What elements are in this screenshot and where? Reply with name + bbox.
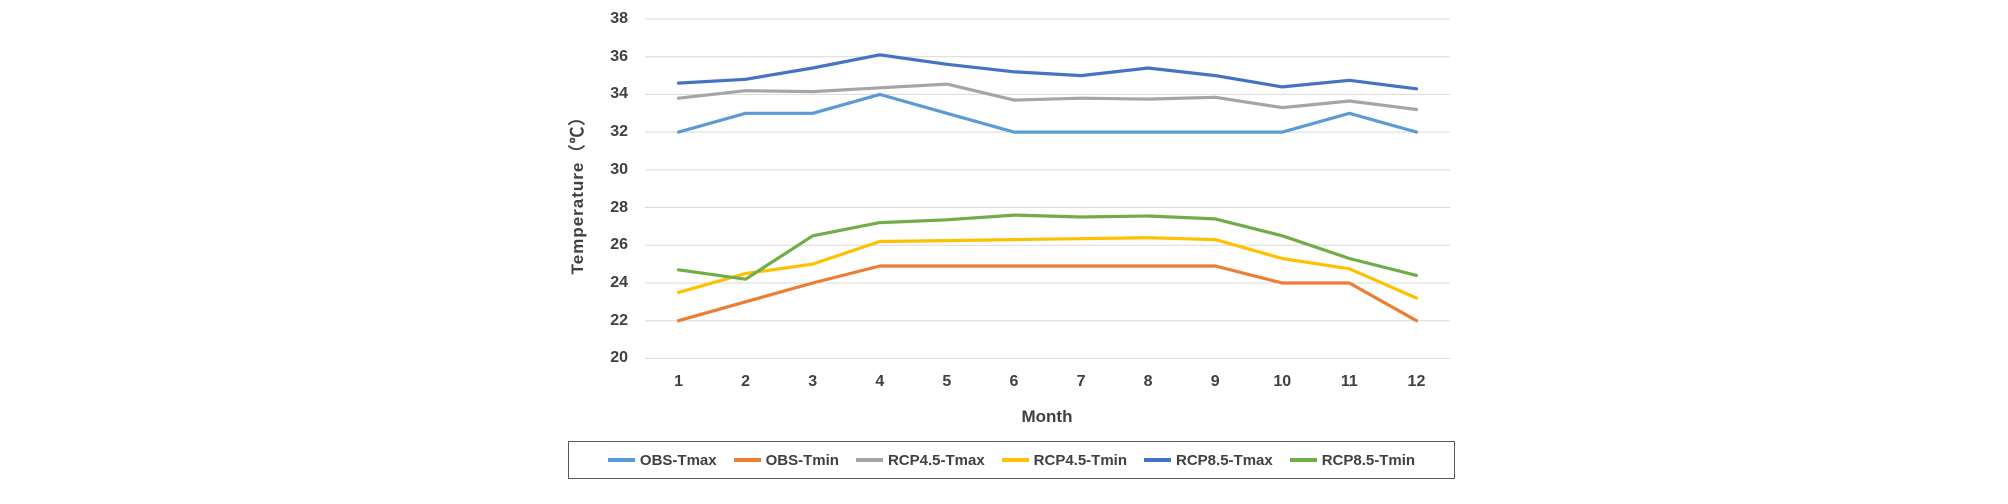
legend-line-swatch-rcp8.5-tmin xyxy=(1289,458,1317,462)
legend-item-obs-tmin: OBS-Tmin xyxy=(733,451,839,469)
series-line-rcp4.5-tmin xyxy=(676,236,1419,300)
legend-label: RCP4.5-Tmax xyxy=(887,451,985,469)
legend-label: OBS-Tmin xyxy=(765,451,839,469)
legend-label: RCP4.5-Tmin xyxy=(1033,451,1128,469)
y-tick-20: 20 xyxy=(610,349,628,367)
legend-label: RCP8.5-Tmax xyxy=(1176,451,1273,469)
y-tick-34: 34 xyxy=(610,85,628,103)
x-axis-title: Month xyxy=(1021,407,1073,426)
legend-line-swatch-rcp4.5-tmax xyxy=(855,458,883,462)
legend-line-swatch-rcp4.5-tmin xyxy=(1001,458,1029,462)
y-tick-32: 32 xyxy=(610,123,628,141)
y-tick-22: 22 xyxy=(610,311,628,329)
x-tick-3: 3 xyxy=(808,373,818,390)
series-line-obs-tmin xyxy=(676,264,1419,323)
x-tick-1: 1 xyxy=(674,373,683,390)
x-tick-2: 2 xyxy=(741,373,751,390)
x-tick-9: 9 xyxy=(1210,373,1220,390)
legend-line-swatch-rcp8.5-tmax xyxy=(1144,458,1172,462)
series-line-rcp8.5-tmax xyxy=(676,53,1419,91)
legend-line-swatch-obs-tmin xyxy=(733,458,761,462)
legend-label: OBS-Tmax xyxy=(639,451,717,469)
x-tick-12: 12 xyxy=(1407,373,1426,390)
legend-item-rcp4.5-tmin: RCP4.5-Tmin xyxy=(1001,451,1128,469)
x-tick-5: 5 xyxy=(942,373,952,390)
legend-item-obs-tmax: OBS-Tmax xyxy=(607,451,717,469)
y-tick-26: 26 xyxy=(610,236,628,254)
y-tick-30: 30 xyxy=(610,160,628,178)
x-tick-11: 11 xyxy=(1340,373,1358,390)
y-tick-24: 24 xyxy=(610,273,628,291)
x-tick-10: 10 xyxy=(1273,373,1292,390)
x-tick-7: 7 xyxy=(1076,373,1086,390)
x-tick-4: 4 xyxy=(875,373,885,390)
series-line-rcp4.5-tmax xyxy=(676,82,1419,112)
legend-item-rcp8.5-tmax: RCP8.5-Tmax xyxy=(1144,452,1273,469)
y-tick-38: 38 xyxy=(610,10,628,27)
legend: OBS-Tmax OBS-Tmin RCP4.5-Tmax RCP4.5-Tmin RC… xyxy=(568,441,1455,479)
x-tick-6: 6 xyxy=(1009,373,1019,390)
y-tick-28: 28 xyxy=(610,198,628,216)
y-tick-36: 36 xyxy=(610,47,628,65)
legend-item-rcp8.5-tmin: RCP8.5-Tmin xyxy=(1289,451,1416,469)
legend-item-rcp4.5-tmax: RCP4.5-Tmax xyxy=(855,451,985,469)
legend-label: RCP8.5-Tmin xyxy=(1321,451,1416,469)
series-line-rcp8.5-tmin xyxy=(676,213,1419,281)
series-line-obs-tmax xyxy=(676,92,1419,134)
legend-line-swatch-obs-tmax xyxy=(607,458,635,462)
x-tick-8: 8 xyxy=(1143,373,1153,390)
